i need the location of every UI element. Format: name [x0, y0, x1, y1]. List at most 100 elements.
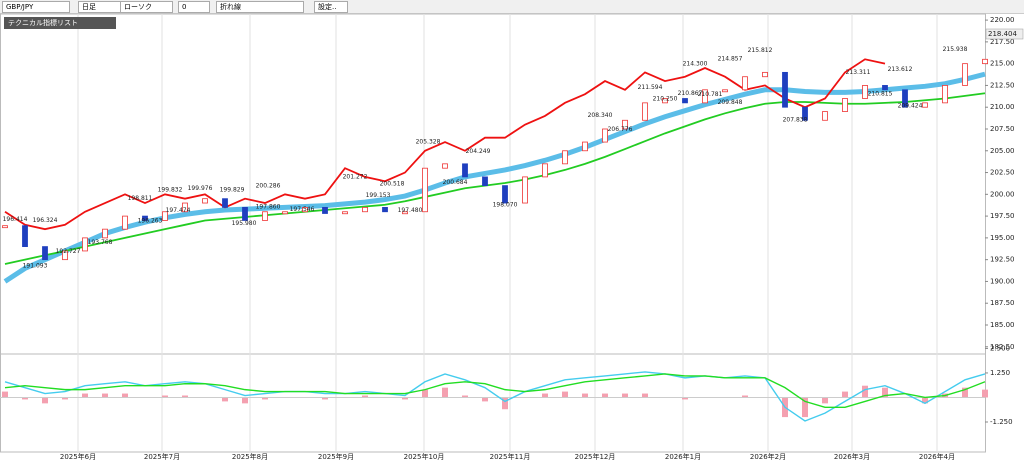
- histogram-bar: [362, 395, 368, 398]
- price-annotation: 205.328: [416, 138, 441, 145]
- candle: [302, 206, 308, 213]
- price-annotation: 210.250: [653, 96, 678, 103]
- histogram-bar: [742, 395, 748, 398]
- x-tick-label: 2026年3月: [834, 452, 870, 461]
- candle: [262, 211, 268, 221]
- x-tick-label: 2026年4月: [919, 452, 955, 461]
- candle: [622, 119, 628, 130]
- candle: [82, 237, 88, 252]
- price-annotation: 207.838: [783, 117, 808, 124]
- y-tick-label: 185.00: [990, 321, 1015, 329]
- candle: [982, 58, 988, 65]
- count-select[interactable]: 0: [178, 1, 210, 13]
- y-tick-label: 197.50: [990, 212, 1015, 220]
- indicator-list-button[interactable]: テクニカル指標リスト: [4, 17, 116, 29]
- series-line: [4, 58, 886, 231]
- candle: [122, 215, 128, 230]
- histogram-bar: [242, 397, 248, 404]
- histogram-bar: [462, 395, 468, 398]
- price-annotation: 196.414: [3, 216, 28, 223]
- price-annotation: 213.311: [846, 69, 871, 76]
- price-annotation: 213.612: [888, 66, 913, 73]
- candle: [422, 167, 428, 213]
- price-annotation: 210.867: [678, 90, 703, 97]
- histogram-bar: [642, 393, 648, 398]
- price-annotation: 209.848: [718, 99, 743, 106]
- candle: [382, 206, 388, 213]
- price-annotation: 198.811: [128, 195, 153, 202]
- candle: [642, 102, 648, 121]
- candle: [402, 211, 408, 215]
- candle: [782, 71, 788, 108]
- histogram-bar: [102, 393, 108, 398]
- histogram-bar: [162, 395, 168, 398]
- price-annotation: 199.832: [158, 186, 183, 193]
- price-annotation: 208.340: [588, 112, 613, 119]
- toolbar: GBP/JPY 日足 ローソク 0 折れ線 設定..: [0, 0, 1024, 14]
- histogram-bar: [542, 393, 548, 398]
- histogram-bar: [922, 397, 928, 404]
- price-annotation: 211.594: [638, 84, 663, 91]
- histogram-bar: [42, 397, 48, 404]
- histogram-bar: [822, 397, 828, 404]
- price-annotation: 200.518: [380, 180, 405, 187]
- y-tick-label: 212.50: [990, 81, 1015, 89]
- line-type-select[interactable]: 折れ線: [216, 1, 304, 13]
- candle: [742, 76, 748, 91]
- histogram-bar: [482, 397, 488, 402]
- x-tick-label: 2025年10月: [404, 452, 445, 461]
- candle: [842, 98, 848, 112]
- current-price-label: 218.404: [988, 30, 1017, 38]
- histogram-bar: [842, 391, 848, 398]
- histogram-bar: [222, 397, 228, 402]
- candle: [702, 89, 708, 104]
- histogram-bar: [982, 389, 988, 398]
- histogram-bar: [62, 397, 68, 400]
- series-line: [4, 371, 986, 422]
- price-annotation: 196.324: [33, 217, 58, 224]
- y-tick-label: 200.00: [990, 190, 1015, 198]
- histogram-bar: [562, 391, 568, 398]
- candle: [282, 211, 288, 215]
- histogram-bar: [2, 391, 8, 398]
- candle: [142, 215, 148, 221]
- x-tick-label: 2025年6月: [60, 452, 96, 461]
- symbol-select[interactable]: GBP/JPY: [2, 1, 70, 13]
- candle: [722, 89, 728, 93]
- candle: [922, 102, 928, 108]
- candle: [102, 228, 108, 239]
- histogram-bar: [882, 387, 888, 398]
- candle: [682, 98, 688, 104]
- price-annotation: 199.153: [366, 192, 391, 199]
- y-tick-label: 207.50: [990, 125, 1015, 133]
- candle: [162, 211, 168, 221]
- histogram-bar: [862, 385, 868, 398]
- y-tick-label: 220.00: [990, 16, 1015, 24]
- style-select[interactable]: ローソク: [120, 1, 173, 13]
- histogram-bar: [22, 397, 28, 400]
- price-annotation: 191.093: [23, 262, 48, 269]
- y-tick-label: 195.00: [990, 234, 1015, 242]
- y-tick-label: 182.50: [990, 343, 1015, 351]
- y-tick-label: -1.250: [990, 418, 1013, 426]
- candle: [862, 85, 868, 99]
- price-annotation: 214.300: [683, 60, 708, 67]
- price-annotation: 199.976: [188, 185, 213, 192]
- candle: [322, 206, 328, 214]
- settings-button[interactable]: 設定..: [314, 1, 348, 13]
- candle: [242, 206, 248, 221]
- histogram-bar: [682, 397, 688, 400]
- price-annotation: 209.424: [898, 103, 923, 110]
- y-tick-label: 2.500: [990, 344, 1010, 352]
- histogram-bar: [962, 387, 968, 398]
- price-annotation: 193.768: [88, 239, 113, 246]
- period-select[interactable]: 日足: [78, 1, 122, 13]
- candle: [542, 163, 548, 178]
- candle: [182, 202, 188, 213]
- price-annotation: 192.727: [56, 248, 81, 255]
- price-annotation: 204.249: [466, 148, 491, 155]
- histogram-bar: [602, 393, 608, 398]
- price-annotation: 200.684: [443, 179, 468, 186]
- price-annotation: 206.776: [608, 126, 633, 133]
